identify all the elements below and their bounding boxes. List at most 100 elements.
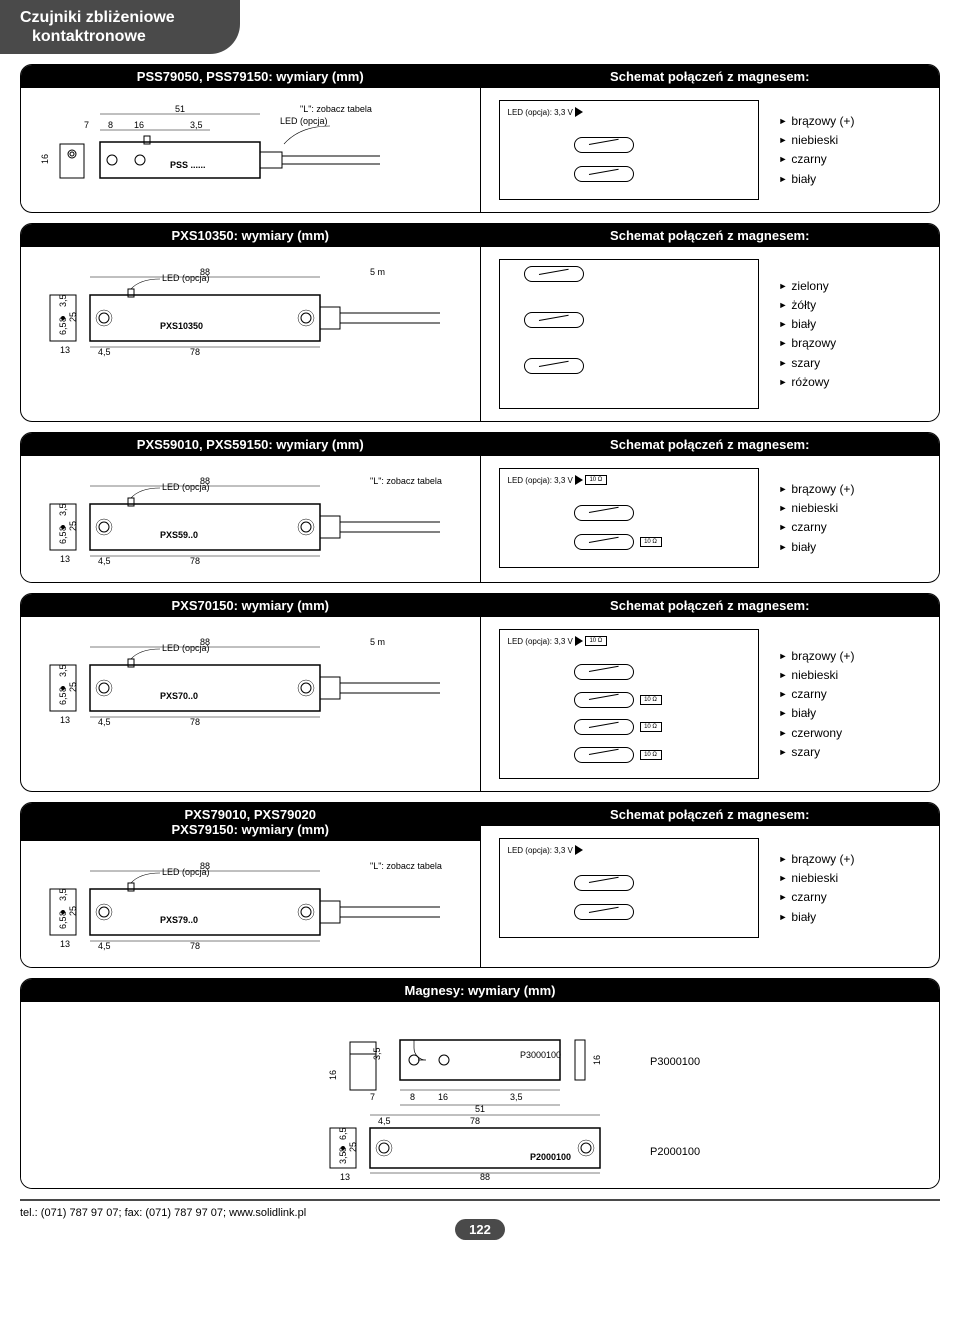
wire-label: szary bbox=[779, 743, 855, 762]
svg-text:PXS79..0: PXS79..0 bbox=[160, 915, 198, 925]
magnets-section: Magnesy: wymiary (mm) 16 P3000100 3,5 bbox=[20, 978, 940, 1189]
sensor-section: PXS59010, PXS59150: wymiary (mm) 13 LED … bbox=[20, 432, 940, 583]
svg-text:6,5: 6,5 bbox=[58, 323, 68, 336]
svg-text:LED (opcja): LED (opcja) bbox=[280, 116, 328, 126]
svg-text:PXS10350: PXS10350 bbox=[160, 321, 203, 331]
svg-text:88: 88 bbox=[200, 476, 210, 486]
sensor-section: PXS10350: wymiary (mm) 13 LED (opcja) PX… bbox=[20, 223, 940, 422]
wire-label: brązowy (+) bbox=[779, 647, 855, 666]
reed-contact-icon bbox=[574, 875, 634, 891]
svg-text:3,5: 3,5 bbox=[58, 889, 68, 902]
svg-text:3,5: 3,5 bbox=[58, 295, 68, 308]
svg-text:51: 51 bbox=[475, 1104, 485, 1114]
svg-text:3,5: 3,5 bbox=[190, 120, 203, 130]
sensor-section: PXS70150: wymiary (mm) 13 LED (opcja) PX… bbox=[20, 593, 940, 792]
page-number: 122 bbox=[455, 1219, 505, 1240]
svg-text:7: 7 bbox=[84, 120, 89, 130]
magnets-title: Magnesy: wymiary (mm) bbox=[21, 979, 939, 1002]
wire-label: biały bbox=[779, 170, 855, 189]
svg-text:3,5: 3,5 bbox=[58, 665, 68, 678]
svg-text:"L": zobacz tabela: "L": zobacz tabela bbox=[300, 104, 372, 114]
svg-text:P3000100: P3000100 bbox=[520, 1050, 561, 1060]
wire-list: brązowy (+)niebieskiczarnybiały bbox=[779, 112, 855, 189]
svg-text:4,5: 4,5 bbox=[98, 941, 111, 951]
wire-label: czarny bbox=[779, 888, 855, 907]
svg-text:6,5: 6,5 bbox=[58, 532, 68, 545]
svg-text:13: 13 bbox=[60, 715, 70, 725]
magnets-drawing: 16 P3000100 3,5 8 16 3,5 51 7 bbox=[200, 1010, 760, 1180]
svg-text:7: 7 bbox=[370, 1092, 375, 1102]
wire-label: zielony bbox=[779, 277, 837, 296]
svg-text:16: 16 bbox=[134, 120, 144, 130]
wire-list: brązowy (+)niebieskiczarnybiałyczerwonys… bbox=[779, 647, 855, 762]
resistor-icon: 10 Ω bbox=[640, 695, 662, 705]
wire-label: czerwony bbox=[779, 724, 855, 743]
wire-label: niebieski bbox=[779, 666, 855, 685]
left-title: PXS59010, PXS59150: wymiary (mm) bbox=[21, 433, 480, 456]
svg-text:P3000100: P3000100 bbox=[650, 1056, 700, 1068]
svg-text:3,5: 3,5 bbox=[510, 1092, 523, 1102]
svg-text:4,5: 4,5 bbox=[98, 347, 111, 357]
led-label: LED (opcja): 3,3 V bbox=[508, 846, 573, 855]
footer-contact: tel.: (071) 787 97 07; fax: (071) 787 97… bbox=[20, 1207, 306, 1219]
svg-text:78: 78 bbox=[190, 556, 200, 566]
dimension-drawing: 13 LED (opcja) PXS70..0 88 5 m 4,5 bbox=[21, 617, 480, 743]
sensor-section: PXS79010, PXS79020 PXS79150: wymiary (mm… bbox=[20, 802, 940, 968]
svg-text:8: 8 bbox=[410, 1092, 415, 1102]
wire-label: biały bbox=[779, 315, 837, 334]
led-label: LED (opcja): 3,3 V bbox=[508, 108, 573, 117]
schematic-box: LED (opcja): 3,3 V bbox=[499, 838, 759, 938]
svg-text:3,5: 3,5 bbox=[338, 1152, 348, 1165]
svg-text:13: 13 bbox=[60, 939, 70, 949]
left-title: PXS70150: wymiary (mm) bbox=[21, 594, 480, 617]
resistor-icon: 10 Ω bbox=[585, 636, 607, 646]
svg-text:25: 25 bbox=[68, 906, 78, 916]
wire-label: brązowy (+) bbox=[779, 480, 855, 499]
schematic-box: LED (opcja): 3,3 V 10 Ω 10 Ω 10 Ω 10 Ω bbox=[499, 629, 759, 779]
svg-text:13: 13 bbox=[60, 554, 70, 564]
wire-label: niebieski bbox=[779, 499, 855, 518]
right-title: Schemat połączeń z magnesem: bbox=[481, 65, 940, 88]
svg-text:4,5: 4,5 bbox=[98, 717, 111, 727]
svg-text:P2000100: P2000100 bbox=[530, 1152, 571, 1162]
svg-text:PXS70..0: PXS70..0 bbox=[160, 691, 198, 701]
wiring-schematic: LED (opcja): 3,3 V brązowy (+)niebieskic… bbox=[481, 88, 940, 212]
svg-text:3,5: 3,5 bbox=[372, 1048, 382, 1061]
left-title: PSS79050, PSS79150: wymiary (mm) bbox=[21, 65, 480, 88]
svg-text:PXS59..0: PXS59..0 bbox=[160, 530, 198, 540]
svg-text:16: 16 bbox=[40, 154, 50, 164]
svg-text:8: 8 bbox=[108, 120, 113, 130]
reed-contact-icon bbox=[524, 266, 584, 282]
svg-text:PSS ......: PSS ...... bbox=[170, 160, 206, 170]
svg-text:3,5: 3,5 bbox=[58, 504, 68, 517]
wire-label: biały bbox=[779, 908, 855, 927]
wire-label: brązowy (+) bbox=[779, 850, 855, 869]
svg-text:78: 78 bbox=[470, 1116, 480, 1126]
schematic-box: LED (opcja): 3,3 V 10 Ω 10 Ω bbox=[499, 468, 759, 568]
svg-text:4,5: 4,5 bbox=[378, 1116, 391, 1126]
reed-contact-icon bbox=[524, 312, 584, 328]
svg-text:51: 51 bbox=[175, 104, 185, 114]
wire-label: brązowy (+) bbox=[779, 112, 855, 131]
reed-contact-icon bbox=[524, 358, 584, 374]
resistor-icon: 10 Ω bbox=[640, 537, 662, 547]
reed-contact-icon bbox=[574, 534, 634, 550]
dimension-drawing: 13 LED (opcja) PXS10350 88 5 m 4,5 bbox=[21, 247, 480, 373]
wire-list: brązowy (+)niebieskiczarnybiały bbox=[779, 480, 855, 557]
dimension-drawing: 13 LED (opcja) PXS59..0 88 "L": zobacz t… bbox=[21, 456, 480, 582]
wire-label: czarny bbox=[779, 150, 855, 169]
reed-contact-icon bbox=[574, 747, 634, 763]
reed-contact-icon bbox=[574, 505, 634, 521]
schematic-box: LED (opcja): 3,3 V bbox=[499, 100, 759, 200]
svg-text:78: 78 bbox=[190, 347, 200, 357]
svg-text:88: 88 bbox=[200, 861, 210, 871]
svg-text:6,5: 6,5 bbox=[58, 693, 68, 706]
page-header: Czujniki zbliżeniowe kontaktronowe bbox=[0, 0, 240, 54]
wire-list: zielonyżółtybiałybrązowyszaryróżowy bbox=[779, 277, 837, 392]
wire-label: biały bbox=[779, 704, 855, 723]
wire-label: różowy bbox=[779, 373, 837, 392]
svg-text:4,5: 4,5 bbox=[98, 556, 111, 566]
svg-text:6,5: 6,5 bbox=[338, 1128, 348, 1141]
svg-text:25: 25 bbox=[68, 312, 78, 322]
diode-icon bbox=[575, 636, 583, 646]
